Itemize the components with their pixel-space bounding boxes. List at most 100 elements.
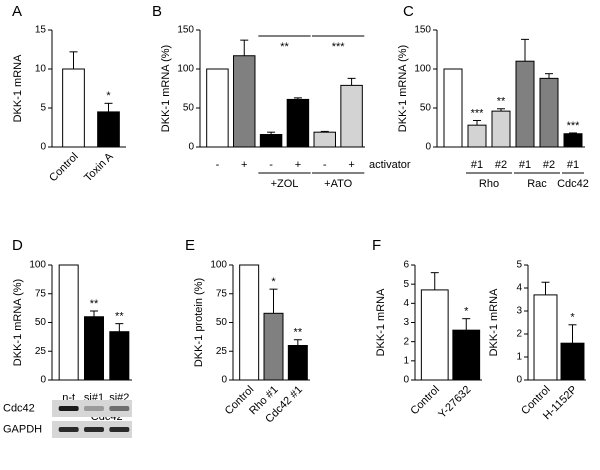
panel-label: A [12, 3, 22, 20]
blot-band [58, 427, 79, 432]
x-note: activator [369, 159, 411, 171]
y-tick-label: 1 [403, 355, 409, 366]
bar [263, 312, 284, 381]
y-tick-label: 3 [516, 306, 522, 317]
blot-band [109, 406, 130, 411]
y-tick-label: 5 [40, 103, 46, 114]
y-tick-label: 50 [216, 317, 228, 328]
y-tick-label: 50 [420, 103, 432, 114]
blot-band [109, 427, 130, 432]
y-tick-label: 0 [425, 142, 431, 153]
y-tick-label: 100 [414, 64, 431, 75]
x-tick-label: #1 [471, 159, 483, 171]
y-tick-label: 0 [40, 142, 46, 153]
y-tick-label: 2 [403, 336, 409, 347]
x-tick-label: #2 [543, 159, 555, 171]
y-tick-label: 75 [216, 288, 228, 299]
group-label: +ATO [324, 178, 352, 190]
y-axis-label: DKK-1 mRNA (%) [12, 279, 24, 366]
y-tick-label: 10 [35, 64, 47, 75]
group-label: Rho [479, 178, 499, 190]
y-axis-label: DKK-1 mRNA (%) [160, 45, 172, 132]
bar [287, 345, 308, 381]
bar [443, 68, 463, 148]
y-tick-label: 0 [516, 375, 522, 386]
y-tick-label: 0 [188, 142, 194, 153]
y-tick-label: 1 [516, 352, 522, 363]
bar [259, 134, 283, 148]
significance: ** [294, 327, 303, 339]
significance: * [106, 90, 111, 102]
panel-label: C [403, 3, 414, 20]
significance: * [271, 276, 276, 288]
y-axis-label: DKK-1 mRNA (%) [397, 45, 409, 132]
y-axis-label: DKK-1 mRNA [12, 54, 24, 123]
panel-label: E [185, 237, 195, 254]
bar [452, 329, 481, 381]
blot-band [58, 406, 79, 411]
y-tick-label: 0 [221, 375, 227, 386]
blot-band [84, 427, 104, 432]
y-tick-label: 25 [35, 346, 47, 357]
significance: *** [471, 107, 485, 119]
y-tick-label: 5 [516, 260, 522, 271]
y-tick-label: 15 [35, 25, 47, 36]
bar [491, 110, 511, 148]
group-label: Cdc42 [557, 178, 589, 190]
x-tick-label: - [323, 159, 327, 171]
y-tick-label: 75 [35, 288, 47, 299]
y-tick-label: 25 [216, 346, 228, 357]
bar [109, 331, 130, 381]
significance: * [570, 312, 575, 324]
blot-band [84, 406, 104, 411]
blot-label: GAPDH [3, 423, 42, 435]
bar [515, 60, 535, 148]
significance: *** [332, 41, 346, 53]
y-tick-label: 6 [403, 260, 409, 271]
y-tick-label: 100 [29, 260, 46, 271]
group-label: +ZOL [271, 178, 299, 190]
bar [340, 84, 363, 148]
significance: ** [497, 96, 506, 108]
x-tick-label: Control [47, 151, 81, 185]
significance: ** [90, 298, 99, 310]
y-tick-label: 5 [403, 279, 409, 290]
bar [286, 98, 310, 148]
x-tick-label: Toxin A [82, 150, 116, 184]
y-tick-label: 50 [183, 103, 195, 114]
bar [563, 133, 583, 148]
bar [420, 289, 449, 381]
y-tick-label: 4 [516, 283, 522, 294]
y-tick-label: 3 [403, 317, 409, 328]
x-tick-label: #1 [519, 159, 531, 171]
x-tick-label: - [269, 159, 273, 171]
bar [84, 316, 104, 381]
significance: ** [280, 41, 289, 53]
x-tick-label: Y-27632 [436, 384, 473, 421]
blot-label: Cdc42 [3, 402, 35, 414]
bar [467, 124, 487, 148]
x-tick-label: #2 [495, 159, 507, 171]
bar [62, 68, 85, 148]
panel-label: D [12, 237, 23, 254]
y-tick-label: 4 [403, 298, 409, 309]
x-tick-label: + [348, 159, 354, 171]
bar [533, 294, 558, 381]
y-axis-label: DKK-1 mRNA [488, 288, 500, 357]
y-tick-label: 100 [177, 64, 194, 75]
group-label: Rac [527, 178, 547, 190]
y-tick-label: 0 [40, 375, 46, 386]
panel-label: B [152, 3, 162, 20]
bar [539, 77, 559, 148]
panel-label: F [372, 237, 381, 254]
x-tick-label: + [295, 159, 301, 171]
bar [97, 111, 120, 148]
significance: *** [567, 120, 581, 132]
y-tick-label: 100 [210, 260, 227, 271]
bar [239, 264, 260, 381]
y-tick-label: 150 [414, 25, 431, 36]
y-axis-label: DKK-1 protein (%) [193, 278, 205, 367]
y-tick-label: 50 [35, 317, 47, 328]
x-tick-label: #1 [567, 159, 579, 171]
